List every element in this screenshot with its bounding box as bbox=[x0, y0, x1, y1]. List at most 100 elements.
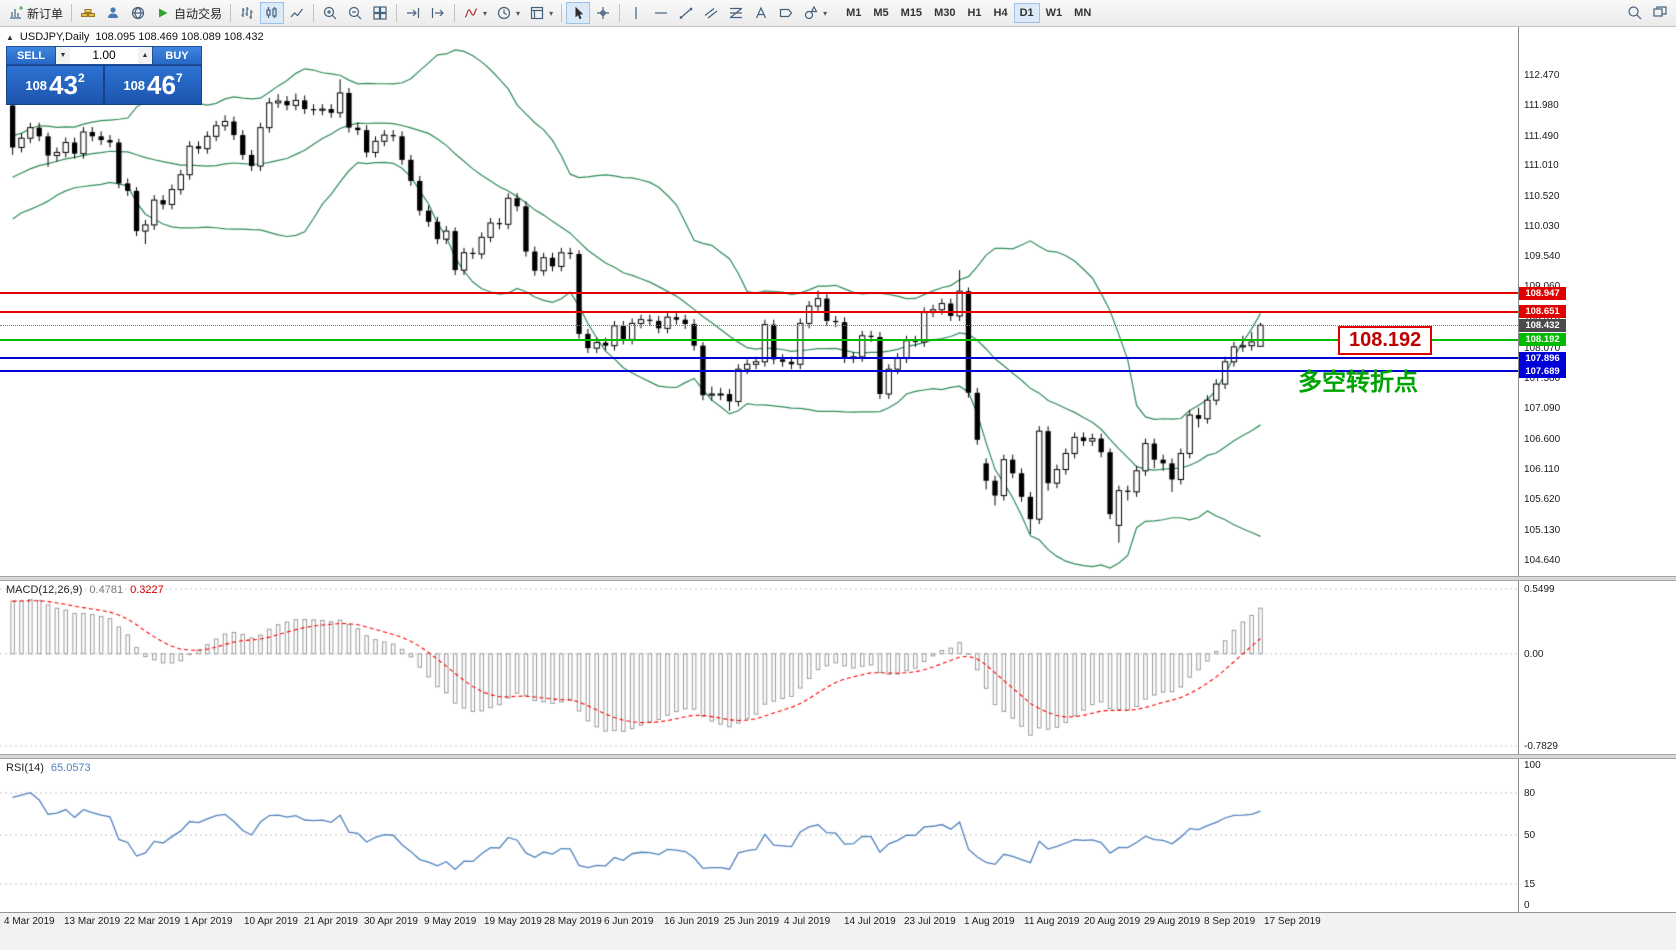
price-axis[interactable] bbox=[1518, 27, 1676, 912]
support-line[interactable] bbox=[0, 370, 1518, 373]
macd-axis-label: 0.00 bbox=[1524, 648, 1544, 660]
buy-price-big: 46 bbox=[147, 70, 176, 100]
macd-name: MACD(12,26,9) bbox=[6, 584, 83, 596]
crosshair-button[interactable] bbox=[591, 2, 615, 24]
price-axis-label: 111.010 bbox=[1524, 160, 1559, 172]
fibo-button[interactable] bbox=[724, 2, 748, 24]
date-axis-label: 11 Aug 2019 bbox=[1024, 916, 1080, 927]
market-button[interactable] bbox=[126, 2, 150, 24]
windows-icon bbox=[1653, 6, 1667, 17]
timeframe-m5[interactable]: M5 bbox=[867, 3, 894, 23]
timeframe-w1[interactable]: W1 bbox=[1040, 3, 1069, 23]
price-tag-pivot: 108.192 bbox=[1519, 333, 1566, 347]
timeframe-m30[interactable]: M30 bbox=[928, 3, 961, 23]
text-button[interactable] bbox=[749, 2, 773, 24]
auto-trading-button[interactable]: 自动交易 bbox=[151, 2, 226, 24]
buy-price-cell[interactable]: 108 46 7 bbox=[104, 65, 202, 105]
volume-increase-button[interactable]: ▲ bbox=[138, 46, 152, 65]
rsi-indicator-canvas[interactable] bbox=[0, 759, 1518, 912]
rsi-axis-label: 15 bbox=[1524, 879, 1536, 890]
tile-windows-button[interactable] bbox=[368, 2, 392, 24]
timeframe-m15[interactable]: M15 bbox=[895, 3, 928, 23]
date-axis-label: 19 May 2019 bbox=[484, 916, 542, 927]
vline-button[interactable] bbox=[624, 2, 648, 24]
timeframe-h4[interactable]: H4 bbox=[988, 3, 1014, 23]
chart-shift-button[interactable] bbox=[426, 2, 450, 24]
pane-resize-handle[interactable] bbox=[0, 576, 1676, 581]
price-tag-resistance: 108.651 bbox=[1519, 305, 1566, 319]
templates-button[interactable]: ▾ bbox=[525, 2, 557, 24]
price-axis-label: 109.540 bbox=[1524, 251, 1561, 263]
date-axis-label: 8 Sep 2019 bbox=[1204, 916, 1256, 927]
window-layout-button[interactable] bbox=[1648, 2, 1672, 24]
macd-axis-label: 0.5499 bbox=[1524, 584, 1555, 595]
date-axis-label: 25 Jun 2019 bbox=[724, 916, 780, 927]
gold-button[interactable] bbox=[76, 2, 100, 24]
shift-icon bbox=[431, 8, 444, 18]
zoom-out-button[interactable] bbox=[343, 2, 367, 24]
sell-price-cell[interactable]: 108 43 2 bbox=[6, 65, 104, 105]
trendline-button[interactable] bbox=[674, 2, 698, 24]
macd-indicator-canvas[interactable] bbox=[0, 581, 1518, 754]
date-axis-label: 30 Apr 2019 bbox=[364, 916, 418, 927]
auto-scroll-button[interactable] bbox=[401, 2, 425, 24]
macd-pane-label: MACD(12,26,9) 0.4781 0.3227 bbox=[6, 584, 164, 596]
sell-button[interactable]: SELL bbox=[6, 46, 56, 65]
zoom-in-button[interactable] bbox=[318, 2, 342, 24]
timeframe-d1[interactable]: D1 bbox=[1013, 3, 1040, 23]
pivot-line[interactable] bbox=[0, 338, 1518, 341]
volume-decrease-button[interactable]: ▼ bbox=[56, 46, 70, 65]
toolbar-separator bbox=[71, 4, 73, 22]
rsi-axis-label: 100 bbox=[1524, 760, 1541, 771]
cursor-icon bbox=[575, 6, 584, 20]
date-axis-label: 20 Aug 2019 bbox=[1084, 916, 1141, 927]
search-button[interactable] bbox=[1623, 2, 1647, 24]
hline-button[interactable] bbox=[649, 2, 673, 24]
indicators-button[interactable]: ▾ bbox=[459, 2, 491, 24]
dropdown-arrow-icon: ▾ bbox=[516, 8, 521, 18]
buy-price-sup: 7 bbox=[175, 71, 183, 85]
main-chart-canvas[interactable] bbox=[0, 27, 1518, 576]
trade-panel-prices: 108 43 2 108 46 7 bbox=[6, 65, 202, 105]
cursor-button[interactable] bbox=[566, 2, 591, 24]
chart-annotation-text[interactable]: 多空转折点 bbox=[1298, 369, 1418, 396]
toolbar-separator bbox=[561, 4, 563, 22]
shapes-button[interactable]: ▾ bbox=[799, 2, 831, 24]
line-chart-button[interactable] bbox=[285, 2, 309, 24]
trade-panel-controls: SELL ▼ 1.00 ▲ BUY bbox=[6, 46, 202, 65]
rsi-axis-label: 80 bbox=[1524, 788, 1536, 799]
candles-button[interactable] bbox=[260, 2, 285, 24]
volume-input[interactable]: 1.00 bbox=[70, 46, 138, 65]
timeframe-h1[interactable]: H1 bbox=[961, 3, 987, 23]
support-line[interactable] bbox=[0, 357, 1518, 360]
community-button[interactable] bbox=[101, 2, 125, 24]
new-order-button[interactable]: 新订单 bbox=[4, 2, 67, 24]
periods-button[interactable]: ▾ bbox=[492, 2, 524, 24]
search-icon bbox=[1628, 6, 1642, 20]
main-toolbar: 新订单 自动交易 ▾ ▾ ▾ ▾ M1 M5 M15 M30 H1 H4 D1 W1 MN bbox=[0, 0, 1676, 27]
channel-button[interactable] bbox=[699, 2, 723, 24]
bars-button[interactable] bbox=[235, 2, 259, 24]
toolbar-separator bbox=[313, 4, 315, 22]
price-axis-label: 107.090 bbox=[1524, 403, 1561, 415]
pane-resize-handle[interactable] bbox=[0, 754, 1676, 759]
globe-icon bbox=[131, 6, 145, 20]
resistance-line[interactable] bbox=[0, 292, 1518, 295]
macd-main-value: 0.4781 bbox=[89, 584, 124, 596]
rsi-axis-label: 0 bbox=[1524, 900, 1530, 911]
buy-button[interactable]: BUY bbox=[152, 46, 202, 65]
resistance-line[interactable] bbox=[0, 310, 1518, 313]
channel-icon bbox=[704, 8, 718, 19]
date-axis-label: 1 Aug 2019 bbox=[964, 916, 1015, 927]
pivot-price-label[interactable]: 108.192 bbox=[1338, 326, 1433, 355]
timeframe-mn[interactable]: MN bbox=[1068, 3, 1097, 23]
label-button[interactable] bbox=[774, 2, 798, 24]
date-axis-label: 10 Apr 2019 bbox=[244, 916, 298, 927]
time-axis[interactable] bbox=[0, 912, 1676, 950]
timeframe-m1[interactable]: M1 bbox=[840, 3, 867, 23]
label-icon bbox=[779, 8, 793, 18]
price-axis-label: 105.620 bbox=[1524, 494, 1561, 506]
one-click-toggle-icon[interactable]: ▲ bbox=[6, 32, 14, 42]
rsi-name: RSI(14) bbox=[6, 762, 44, 774]
hline-icon bbox=[655, 12, 668, 14]
